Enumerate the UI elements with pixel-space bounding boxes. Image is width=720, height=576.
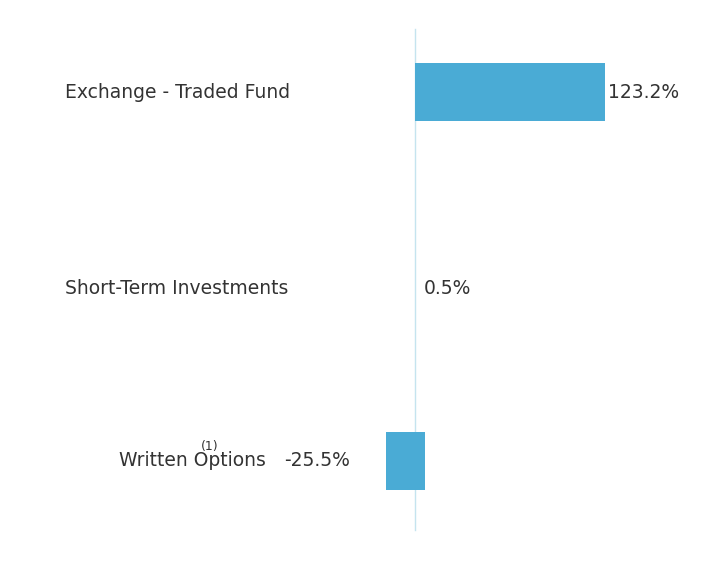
Text: Written Options: Written Options (119, 452, 266, 470)
Text: 0.5%: 0.5% (423, 279, 471, 297)
Text: Short-Term Investments: Short-Term Investments (65, 279, 288, 297)
Text: (1): (1) (201, 440, 219, 453)
Text: Exchange - Traded Fund: Exchange - Traded Fund (65, 83, 290, 101)
Text: 123.2%: 123.2% (608, 83, 680, 101)
Bar (386, 432, 426, 490)
Text: -25.5%: -25.5% (284, 452, 350, 470)
Bar (415, 63, 606, 121)
